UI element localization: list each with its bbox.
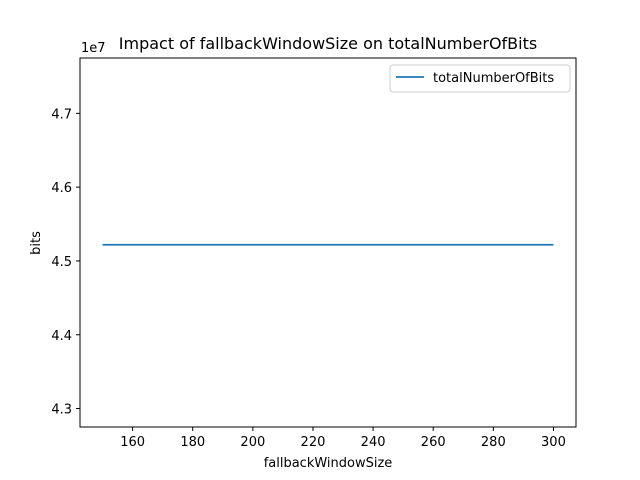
legend-box: [389, 64, 571, 93]
plot-area-frame: [79, 57, 577, 428]
y-axis: 4.3 4.4 4.5 4.6 4.7: [51, 107, 80, 418]
x-tick-label: 300: [541, 435, 566, 450]
y-tick-label: 4.7: [51, 107, 72, 122]
x-tick-label: 160: [120, 435, 145, 450]
x-tick-label: 260: [421, 435, 446, 450]
x-axis-label: fallbackWindowSize: [264, 456, 393, 471]
y-offset-label: 1e7: [81, 41, 106, 56]
y-tick-label: 4.6: [51, 181, 72, 196]
y-tick-label: 4.3: [51, 403, 72, 418]
x-axis: 160 180 200 220 240 260 280 300: [120, 427, 566, 450]
x-tick-label: 280: [481, 435, 506, 450]
chart-title: Impact of fallbackWindowSize on totalNum…: [119, 34, 537, 53]
legend: totalNumberOfBits: [389, 64, 571, 93]
x-tick-label: 240: [361, 435, 386, 450]
y-tick-label: 4.5: [51, 255, 72, 270]
legend-label: totalNumberOfBits: [433, 71, 554, 86]
x-tick-label: 220: [301, 435, 326, 450]
x-tick-label: 200: [240, 435, 265, 450]
x-tick-label: 180: [180, 435, 205, 450]
y-tick-label: 4.4: [51, 329, 72, 344]
y-axis-label: bits: [29, 231, 44, 255]
